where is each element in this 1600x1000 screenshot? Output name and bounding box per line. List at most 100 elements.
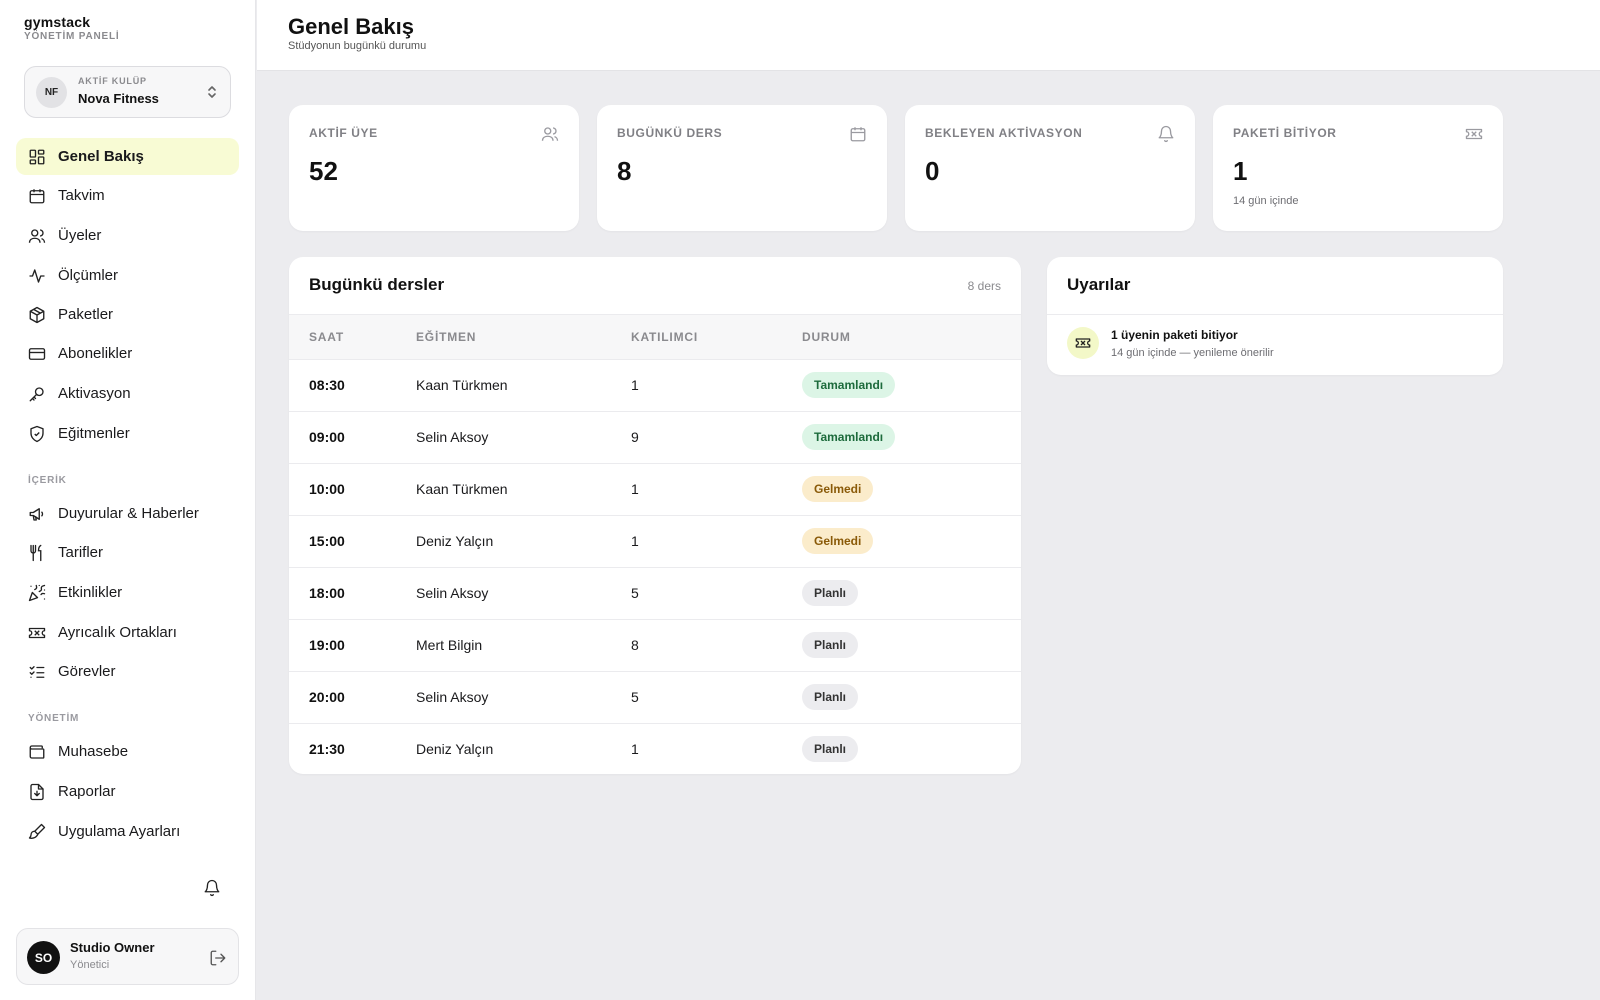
nav-label: Görevler — [58, 663, 116, 680]
nav-label: Genel Bakış — [58, 148, 144, 165]
club-avatar: NF — [36, 77, 67, 108]
status-badge: Planlı — [802, 684, 859, 710]
section-label-yonetim: YÖNETİM — [28, 713, 80, 724]
alerts-title: Uyarılar — [1067, 275, 1131, 294]
lesson-time: 19:00 — [289, 619, 416, 672]
lesson-trainer: Kaan Türkmen — [416, 359, 631, 412]
lesson-time: 10:00 — [289, 463, 416, 516]
lesson-status-cell: Planlı — [802, 671, 1021, 724]
status-badge: Gelmedi — [802, 528, 874, 554]
page-header: Genel Bakış Stüdyonun bugünkü durumu — [257, 0, 1600, 71]
alert-title: 1 üyenin paketi bitiyor — [1111, 328, 1238, 342]
table-row[interactable]: 20:00 Selin Aksoy 5 Planlı — [289, 671, 1021, 724]
table-row[interactable]: 10:00 Kaan Türkmen 1 Gelmedi — [289, 463, 1021, 516]
nav-label: Aktivasyon — [58, 385, 131, 402]
nav-paketler[interactable]: Paketler — [16, 296, 239, 333]
lesson-participants: 1 — [631, 515, 802, 568]
stat-label: AKTİF ÜYE — [309, 126, 378, 140]
lesson-participants: 1 — [631, 741, 639, 758]
file-download-icon — [28, 783, 46, 801]
brand[interactable]: gymstack YÖNETİM PANELİ — [24, 14, 119, 43]
bell-icon[interactable] — [203, 879, 221, 897]
table-row[interactable]: 09:00 Selin Aksoy 9 Tamamlandı — [289, 411, 1021, 464]
nav-olcumler[interactable]: Ölçümler — [16, 257, 239, 294]
nav-duyurular[interactable]: Duyurular & Haberler — [16, 495, 239, 532]
brand-subtitle: YÖNETİM PANELİ — [24, 31, 120, 42]
lesson-time: 09:00 — [289, 411, 416, 464]
lesson-time: 20:00 — [289, 671, 416, 724]
club-kicker: AKTİF KULÜP — [78, 76, 147, 86]
nav-label: Takvim — [58, 187, 105, 204]
lesson-trainer: Selin Aksoy — [416, 671, 631, 724]
nav-label: Tarifler — [58, 544, 104, 561]
user-card[interactable]: SO Studio Owner Yönetici — [16, 928, 239, 985]
calendar-icon — [28, 187, 46, 205]
lesson-time: 21:30 — [309, 741, 345, 758]
page-subtitle: Stüdyonun bugünkü durumu — [288, 40, 427, 52]
status-badge: Planlı — [802, 580, 859, 606]
user-role: Yönetici — [70, 959, 110, 971]
nav-tarifler[interactable]: Tarifler — [16, 534, 239, 571]
lesson-time: 18:00 — [289, 567, 416, 620]
table-row[interactable]: 15:00 Deniz Yalçın 1 Gelmedi — [289, 515, 1021, 568]
nav-aktivasyon[interactable]: Aktivasyon — [16, 375, 239, 412]
table-row[interactable]: 19:00 Mert Bilgin 8 Planlı — [289, 619, 1021, 672]
column-header-katilimci[interactable]: KATILIMCI — [631, 315, 802, 360]
stat-label: BUGÜNKÜ DERS — [617, 126, 723, 140]
lesson-trainer: Kaan Türkmen — [416, 463, 631, 516]
lesson-status-cell: Gelmedi — [802, 463, 1021, 516]
logout-icon[interactable] — [209, 949, 227, 967]
stat-card-paketi-bitiyor: PAKETİ BİTİYOR 1 14 gün içinde — [1213, 105, 1503, 231]
user-name: Studio Owner — [70, 940, 155, 955]
shield-icon — [28, 425, 46, 443]
column-header-saat[interactable]: SAAT — [289, 315, 416, 360]
lesson-participants: 5 — [631, 567, 802, 620]
nav-egitmenler[interactable]: Eğitmenler — [16, 415, 239, 452]
stat-label: PAKETİ BİTİYOR — [1233, 126, 1337, 140]
status-badge: Planlı — [802, 632, 859, 658]
lesson-participants: 9 — [631, 411, 802, 464]
nav-label: Etkinlikler — [58, 584, 123, 601]
stat-label: BEKLEYEN AKTİVASYON — [925, 126, 1083, 140]
list-checks-icon — [28, 663, 46, 681]
table-header-row: SAAT EĞİTMEN KATILIMCI DURUM — [289, 315, 1021, 360]
grid-icon — [28, 148, 46, 166]
table-row[interactable]: 08:30 Kaan Türkmen 1 Tamamlandı — [289, 359, 1021, 412]
nav-abonelikler[interactable]: Abonelikler — [16, 335, 239, 372]
stat-note: 14 gün içinde — [1233, 195, 1299, 207]
nav-label: Abonelikler — [58, 345, 133, 362]
brand-name: gymstack — [24, 14, 91, 30]
bell-icon — [1158, 125, 1174, 143]
stat-card-bugunku-ders: BUGÜNKÜ DERS 8 — [597, 105, 887, 231]
page-title: Genel Bakış — [288, 14, 414, 39]
nav-uygulama-ayarlari[interactable]: Uygulama Ayarları — [16, 813, 239, 850]
lessons-card-header: Bugünkü dersler 8 ders — [289, 257, 1021, 315]
package-icon — [28, 306, 46, 324]
table-row[interactable]: 18:00 Selin Aksoy 5 Planlı — [289, 567, 1021, 620]
nav-ayricalik-ortaklari[interactable]: Ayrıcalık Ortakları — [16, 614, 239, 651]
lesson-participants: 1 — [631, 463, 802, 516]
nav-gorevler[interactable]: Görevler — [16, 653, 239, 690]
activity-icon — [28, 267, 46, 285]
column-header-durum[interactable]: DURUM — [802, 315, 1021, 360]
stat-card-bekleyen-aktivasyon: BEKLEYEN AKTİVASYON 0 — [905, 105, 1195, 231]
section-label-icerik: İÇERİK — [28, 475, 67, 486]
table-row[interactable]: 21:30 Deniz Yalçın 1 Planlı — [289, 723, 1021, 774]
nav-raporlar[interactable]: Raporlar — [16, 773, 239, 810]
stat-value: 0 — [925, 156, 940, 186]
club-switcher[interactable]: NF AKTİF KULÜP Nova Fitness — [24, 66, 231, 118]
nav-takvim[interactable]: Takvim — [16, 177, 239, 214]
lesson-trainer: Deniz Yalçın — [416, 741, 494, 758]
nav-genel-bakis[interactable]: Genel Bakış — [16, 138, 239, 175]
nav-etkinlikler[interactable]: Etkinlikler — [16, 574, 239, 611]
ticket-icon — [1067, 327, 1099, 359]
ticket-icon — [28, 624, 46, 642]
lesson-trainer: Mert Bilgin — [416, 619, 631, 672]
lesson-status-cell: Planlı — [802, 567, 1021, 620]
nav-label: Ölçümler — [58, 267, 119, 284]
alert-item[interactable]: 1 üyenin paketi bitiyor 14 gün içinde — … — [1047, 315, 1503, 374]
column-header-egitmen[interactable]: EĞİTMEN — [416, 315, 631, 360]
nav-uyeler[interactable]: Üyeler — [16, 217, 239, 254]
nav-muhasebe[interactable]: Muhasebe — [16, 733, 239, 770]
lesson-trainer: Selin Aksoy — [416, 411, 631, 464]
